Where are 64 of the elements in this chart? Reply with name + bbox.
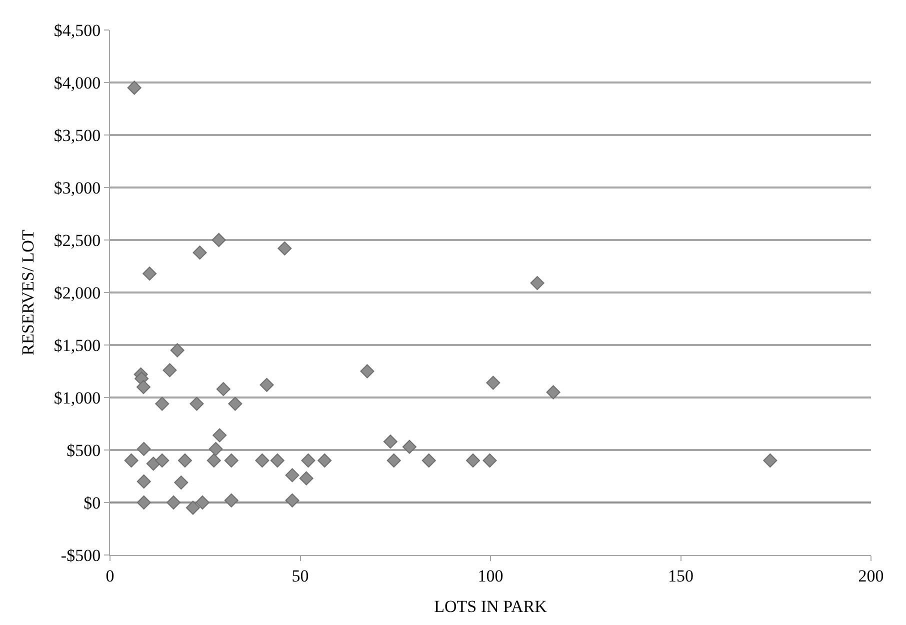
point	[546, 385, 560, 400]
y-tick-label: $1,500	[54, 336, 101, 355]
x-tick-label: 150	[668, 566, 694, 586]
point	[136, 380, 150, 394]
x-axis-title: LOTS IN PARK	[434, 596, 548, 616]
x-tick-label: 200	[858, 566, 884, 586]
y-axis-title: RESERVES/ LOT	[18, 229, 38, 356]
y-tick-label: $3,500	[54, 126, 101, 145]
point	[228, 396, 242, 411]
point	[124, 454, 138, 468]
point	[278, 241, 292, 256]
y-tick-label: $1,000	[54, 388, 101, 408]
point	[386, 454, 401, 468]
point	[170, 343, 184, 358]
x-tick-label: 50	[292, 566, 309, 586]
point	[422, 454, 436, 468]
point	[530, 276, 544, 290]
point	[486, 376, 500, 390]
point	[285, 493, 300, 508]
point	[155, 454, 170, 468]
point	[136, 474, 151, 488]
point	[212, 233, 226, 247]
point	[260, 378, 274, 392]
point	[301, 454, 316, 468]
point	[360, 364, 374, 378]
y-tick-label: $2,500	[54, 230, 101, 250]
x-tick-label: 0	[106, 566, 114, 586]
point	[190, 396, 204, 411]
point	[299, 471, 314, 486]
point	[162, 363, 177, 378]
point	[127, 80, 142, 95]
point	[142, 266, 157, 281]
y-tick-label: $4,000	[54, 73, 101, 92]
point	[178, 454, 192, 468]
point	[383, 434, 398, 449]
y-tick-label: $3,000	[54, 178, 101, 198]
point	[466, 454, 480, 468]
point	[206, 454, 221, 468]
y-tick-label: $4,500	[54, 20, 101, 40]
y-tick-label: $0	[84, 493, 101, 512]
point	[224, 493, 238, 508]
point	[136, 442, 151, 456]
y-tick-label: -$500	[60, 546, 101, 565]
point	[285, 468, 300, 482]
y-tick-label: $500	[66, 440, 101, 460]
point	[255, 454, 270, 468]
y-tick-label: $2,000	[54, 283, 101, 302]
point	[186, 500, 200, 515]
point	[208, 442, 223, 456]
point	[224, 454, 238, 468]
point	[192, 246, 207, 260]
point	[136, 496, 151, 510]
point	[270, 454, 284, 468]
point	[195, 496, 210, 510]
point	[402, 440, 416, 454]
point	[318, 454, 332, 468]
point	[482, 454, 497, 468]
point	[216, 382, 230, 396]
point	[174, 476, 188, 490]
point	[212, 428, 227, 442]
x-tick-label: 100	[478, 566, 504, 586]
point	[166, 496, 181, 510]
point	[763, 454, 778, 468]
point	[155, 396, 170, 411]
